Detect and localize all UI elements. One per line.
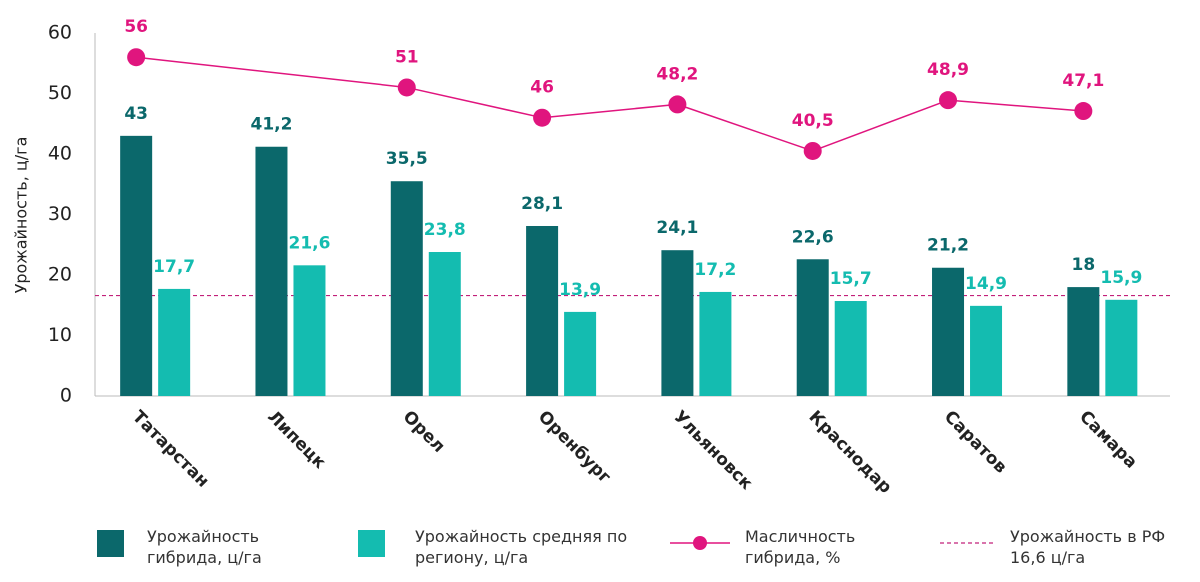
x-tick-label: Саратов [940,407,1011,478]
y-tick-label: 60 [48,22,72,44]
line-point [397,78,416,97]
bar [526,225,559,396]
line-segment [812,99,949,152]
bar [699,291,732,396]
line-segment [542,103,678,119]
x-tick-label: Оренбург [534,407,615,488]
data-label: 28,1 [521,194,563,214]
x-tick-label: Татарстан [128,407,213,492]
data-label: 56 [124,17,148,37]
legend-label: Урожайность в РФ 16,6 ц/га [1010,526,1200,568]
data-label: 48,2 [656,64,698,84]
x-tick-label: Липецк [263,407,329,473]
legend-swatch [670,536,730,550]
data-label: 51 [395,47,419,67]
y-tick-label: 40 [48,143,72,165]
bar [428,252,461,396]
data-label: 46 [530,78,554,98]
line-point [1074,102,1093,121]
line-segment [947,99,1084,112]
bar [293,265,326,396]
bar [834,301,867,396]
legend-swatch [358,530,385,557]
bar [564,311,597,396]
x-tick-label: Краснодар [805,407,896,498]
legend-label: Урожайность в РФ [1010,527,1166,546]
data-label: 17,7 [153,257,195,277]
legend-label: Урожайность гибрида, ц/га [147,527,262,567]
legend-swatch [940,542,996,544]
x-tick-label: Орел [399,407,449,457]
bar [796,259,829,396]
bar [390,181,423,396]
bar [970,305,1003,396]
legend-label: Масличность гибрида, % [745,527,856,567]
x-tick-label: Самара [1075,407,1141,473]
bar [1105,299,1138,396]
legend-label: Урожайность средняя по региону, ц/га [415,527,628,567]
data-label: 47,1 [1062,71,1104,91]
data-label: 41,2 [250,115,292,135]
y-tick-label: 50 [48,82,72,104]
y-tick-label: 20 [48,264,72,286]
bar [158,288,191,396]
data-label: 14,9 [965,274,1007,294]
legend-value: 16,6 ц/га [1010,548,1086,567]
line-point [668,95,687,114]
data-label: 43 [124,104,148,124]
line-segment [406,86,543,119]
bar [1067,287,1100,396]
data-label: 48,9 [927,60,969,80]
line-point [533,108,552,127]
data-label: 22,6 [792,227,834,247]
data-label: 18 [1072,255,1096,275]
y-axis-label: Урожайность, ц/га [12,137,31,294]
data-label: 23,8 [424,220,466,240]
line-point [939,91,958,110]
data-label: 35,5 [386,149,428,169]
line-point [803,141,822,160]
bar [120,135,153,396]
data-label: 21,6 [288,233,330,253]
data-label: 15,7 [830,269,872,289]
y-tick-label: 30 [48,203,72,225]
data-label: 40,5 [792,111,834,131]
data-label: 17,2 [694,260,736,280]
legend-swatch [97,530,124,557]
bar [932,267,965,396]
bar [661,250,694,396]
line-segment [677,103,813,152]
line-point [127,48,146,67]
y-tick-label: 0 [60,385,72,407]
x-tick-label: Ульяновск [669,407,756,494]
bar [255,146,288,396]
line-segment [136,56,407,89]
data-label: 15,9 [1100,268,1142,288]
data-label: 21,2 [927,236,969,256]
y-tick-label: 10 [48,324,72,346]
data-label: 24,1 [656,218,698,238]
data-label: 13,9 [559,280,601,300]
